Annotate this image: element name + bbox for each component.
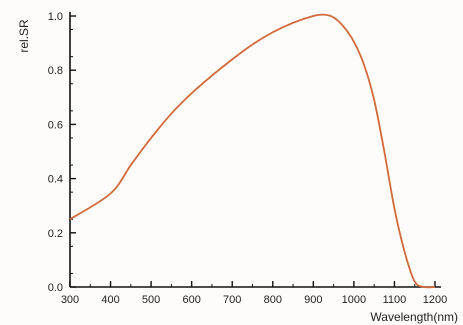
- y-tick-label: 0.0: [48, 282, 63, 294]
- x-tick-label: 700: [223, 294, 241, 306]
- x-tick-label: 1100: [383, 294, 407, 306]
- y-tick-label: 0.2: [48, 228, 63, 240]
- x-tick-label: 400: [101, 294, 119, 306]
- series: [69, 13, 436, 289]
- series-line: [69, 13, 436, 289]
- x-tick-label: 500: [142, 294, 160, 306]
- x-axis-label: Wavelength(nm): [370, 310, 458, 324]
- y-tick-label: 0.4: [48, 174, 63, 186]
- labels: rel.SR Wavelength(nm): [17, 19, 458, 324]
- x-tick-label: 600: [182, 294, 200, 306]
- y-tick-label: 1.0: [48, 11, 63, 23]
- y-tick-label: 0.6: [48, 119, 63, 131]
- x-tick-label: 1000: [342, 294, 366, 306]
- y-tick-label: 0.8: [48, 65, 63, 77]
- x-tick-label: 1200: [423, 294, 447, 306]
- x-tick-label: 300: [61, 294, 79, 306]
- axes: [69, 12, 441, 288]
- x-tick-label: 800: [264, 294, 282, 306]
- x-tick-label: 900: [304, 294, 322, 306]
- ticks: 0.0 0.2 0.4 0.6 0.8 1.0 300 400 500 600 700 800 900 1…: [48, 11, 448, 306]
- y-axis-label: rel.SR: [17, 19, 31, 53]
